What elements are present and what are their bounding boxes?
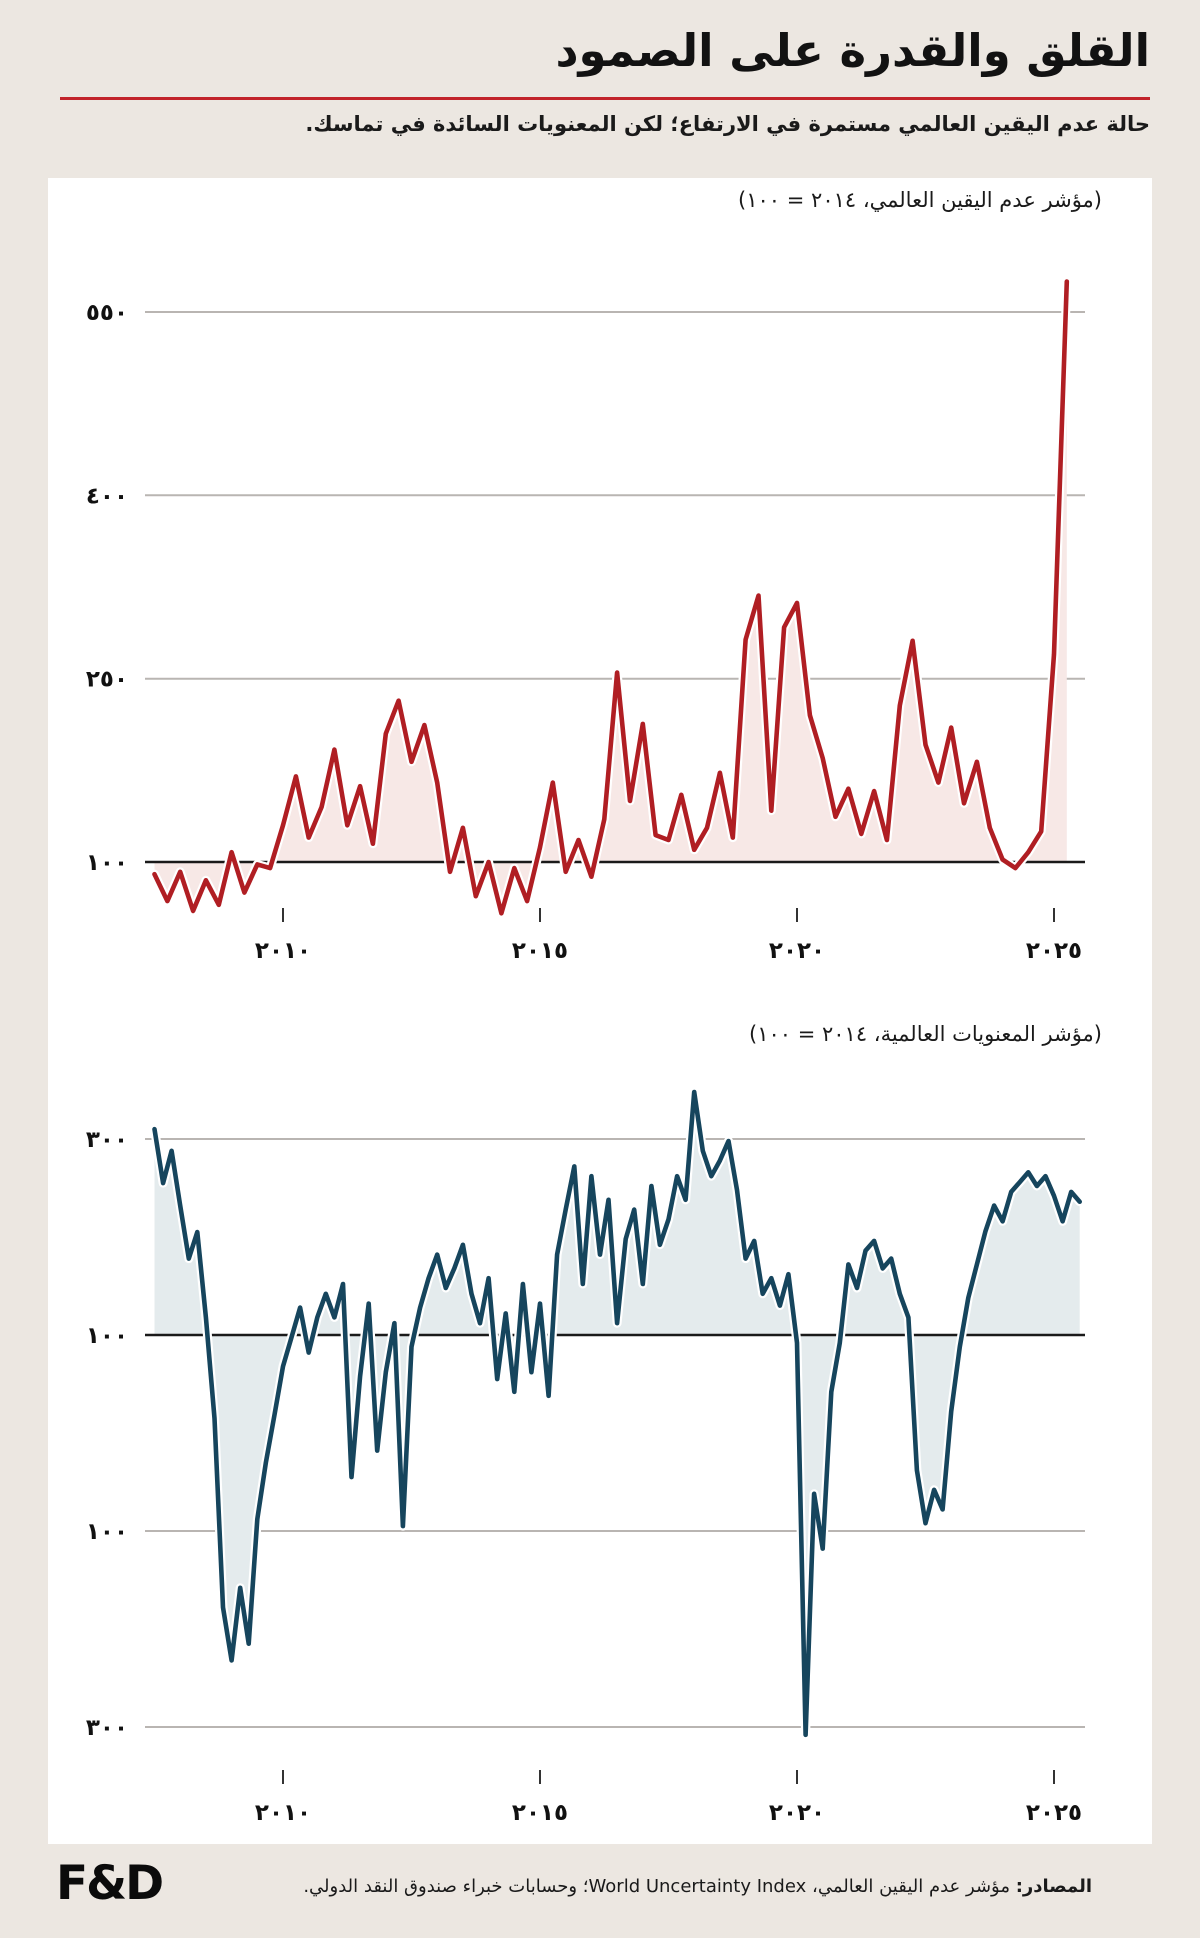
uncertainty-chart-label: (مؤشر عدم اليقين العالمي، ٢٠١٤ = ١٠٠) — [738, 188, 1102, 212]
uncertainty-y-tick-label: ١٠٠ — [86, 850, 128, 876]
uncertainty-area-fill — [154, 281, 1067, 914]
sentiment-line — [152, 1089, 1082, 1738]
sentiment-x-tick-label: ٢٠٢٠ — [769, 1800, 825, 1826]
uncertainty-y-tick-label: ٢٥٠ — [86, 667, 128, 693]
title-accent-rule — [60, 97, 1150, 100]
sentiment-x-tick-label: ٢٠١٥ — [512, 1800, 568, 1826]
sentiment-y-tick-label: ٣٠٠ — [86, 1715, 128, 1741]
page-title: القلق والقدرة على الصمود — [555, 24, 1150, 77]
uncertainty-x-tick-label: ٢٠١٠ — [255, 938, 311, 964]
uncertainty-x-tick-label: ٢٠٢٥ — [1026, 938, 1082, 964]
sentiment-y-tick-label: ١٠٠ — [86, 1519, 128, 1545]
uncertainty-line — [152, 279, 1070, 916]
uncertainty-y-tick-label: ٥٥٠ — [86, 300, 128, 326]
uncertainty-x-tick-label: ٢٠١٥ — [512, 938, 568, 964]
sentiment-y-tick-label: ١٠٠ — [86, 1323, 128, 1349]
uncertainty-x-tick-label: ٢٠٢٠ — [769, 938, 825, 964]
source-label: المصادر: — [1015, 1876, 1092, 1897]
sentiment-x-tick-label: ٢٠١٠ — [255, 1800, 311, 1826]
sentiment-chart-label: (مؤشر المعنويات العالمية، ٢٠١٤ = ١٠٠) — [748, 1022, 1102, 1046]
source-text: مؤشر عدم اليقين العالمي، World Uncertain… — [303, 1876, 1016, 1897]
uncertainty-y-tick-label: ٤٠٠ — [86, 483, 128, 509]
fd-logo: F&D — [56, 1856, 164, 1911]
page-subtitle: حالة عدم اليقين العالمي مستمرة في الارتف… — [305, 112, 1150, 136]
sentiment-x-tick-label: ٢٠٢٥ — [1026, 1800, 1082, 1826]
source-line: المصادر: مؤشر عدم اليقين العالمي، World … — [220, 1876, 1092, 1897]
sentiment-area-fill — [154, 1092, 1080, 1735]
sentiment-y-tick-label: ٣٠٠ — [86, 1127, 128, 1153]
